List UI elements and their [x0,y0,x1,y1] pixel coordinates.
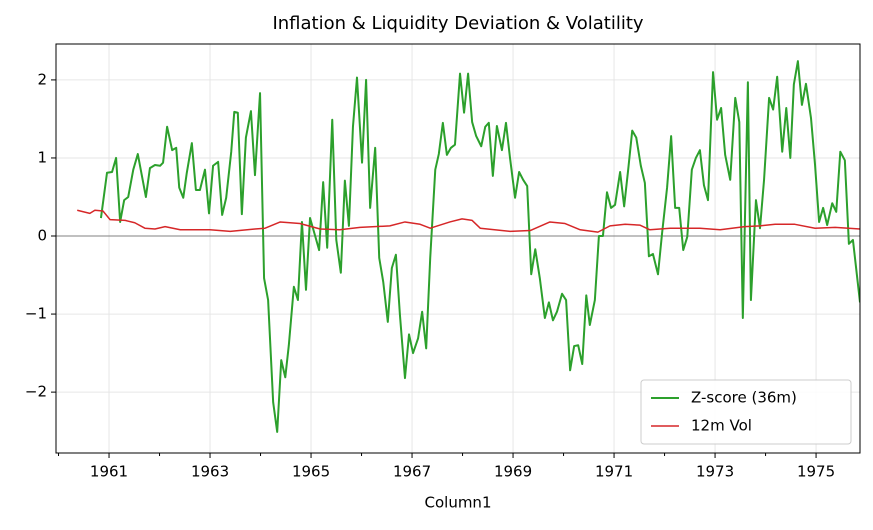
x-tick-label: 1963 [191,463,229,481]
x-tick-label: 1967 [393,463,431,481]
legend-box [640,379,852,445]
x-axis-label: Column1 [425,494,492,512]
y-tick-label: −2 [25,383,47,401]
x-tick-label: 1971 [595,463,633,481]
y-tick-label: 1 [37,148,47,166]
x-tick-label: 1969 [494,463,532,481]
y-tick-label: 2 [37,70,47,88]
plot-frame [55,43,861,454]
legend-label: 12m Vol [691,417,752,435]
legend-label: Z-score (36m) [691,389,797,407]
x-tick-label: 1961 [90,463,128,481]
line-series [99,60,860,433]
x-tick-label: 1973 [696,463,734,481]
x-tick-label: 1965 [292,463,330,481]
chart-title: Inflation & Liquidity Deviation & Volati… [272,13,643,34]
y-tick-label: 0 [37,227,47,245]
line-series [77,209,860,233]
x-tick-label: 1975 [797,463,835,481]
y-tick-label: −1 [25,305,47,323]
